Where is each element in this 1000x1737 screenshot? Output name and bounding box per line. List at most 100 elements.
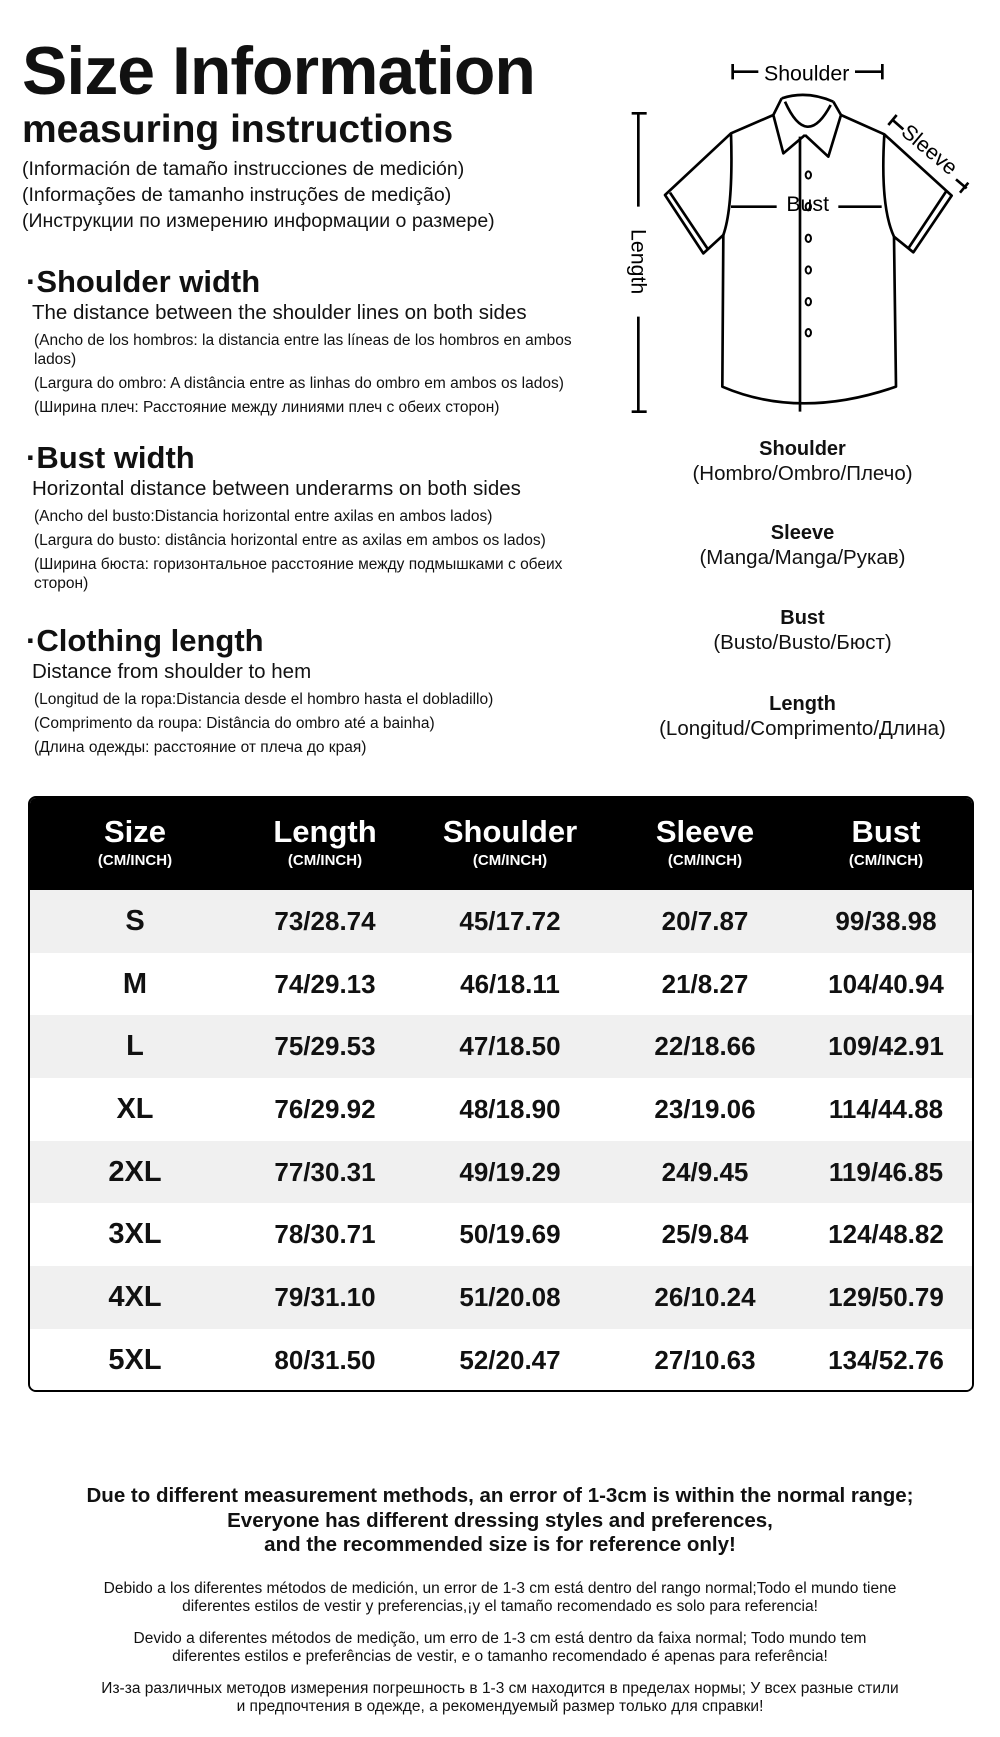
table-cell: 45/17.72 bbox=[459, 905, 561, 936]
table-cell: 78/30.71 bbox=[274, 1219, 376, 1250]
column-header-size: Size (CM/INCH) bbox=[97, 814, 173, 869]
table-cell: 5XL bbox=[108, 1343, 162, 1376]
table-cell: 26/10.24 bbox=[654, 1281, 756, 1312]
legend-key: Shoulder bbox=[759, 438, 846, 460]
table-row: M 74/29.13 46/18.11 21/8.27 104/40.94 bbox=[30, 952, 972, 1016]
footer-en-line: and the recommended size is for referenc… bbox=[264, 1533, 736, 1556]
table-cell: 76/29.92 bbox=[274, 1093, 376, 1124]
shoulder-measure-line bbox=[731, 64, 884, 80]
legend-sleeve: Sleeve (Manga/Manga/Рукав) bbox=[620, 521, 985, 571]
armholes bbox=[722, 133, 896, 238]
table-cell: 134/52.76 bbox=[828, 1344, 944, 1375]
table-cell: 25/9.84 bbox=[661, 1219, 749, 1250]
page-subtitle: measuring instructions bbox=[22, 108, 454, 151]
table-cell: 47/18.50 bbox=[459, 1031, 561, 1062]
legend-key: Sleeve bbox=[770, 522, 835, 544]
length-measure-line bbox=[631, 112, 647, 413]
table-cell: 49/19.29 bbox=[459, 1156, 561, 1187]
table-cell: 124/48.82 bbox=[828, 1219, 944, 1250]
table-cell: 75/29.53 bbox=[274, 1031, 376, 1062]
table-cell: 52/20.47 bbox=[459, 1344, 561, 1375]
table-cell: 114/44.88 bbox=[828, 1093, 944, 1124]
sleeve-measure-line bbox=[887, 114, 970, 194]
table-cell: 24/9.45 bbox=[661, 1156, 749, 1187]
footer-es: Debido a los diferentes métodos de medic… bbox=[0, 1580, 1000, 1617]
table-cell: 23/19.06 bbox=[654, 1093, 756, 1124]
table-cell: 27/10.63 bbox=[654, 1344, 756, 1375]
section-description: Distance from shoulder to hem bbox=[32, 660, 312, 683]
sleeve-cuffs bbox=[668, 190, 948, 250]
footer-en-line: Due to different measurement methods, an… bbox=[86, 1484, 914, 1507]
footer-en-line: Everyone has different dressing styles a… bbox=[227, 1508, 773, 1532]
section-bust-width: ·Bust width Horizontal distance between … bbox=[26, 440, 586, 593]
section-note-es: (Ancho del busto:Distancia horizontal en… bbox=[34, 508, 493, 525]
table-row: 5XL 80/31.50 52/20.47 27/10.63 134/52.76 bbox=[30, 1328, 972, 1390]
diagram-label-length: Length bbox=[627, 229, 651, 294]
section-note-pt: (Largura do busto: distância horizontal … bbox=[34, 532, 546, 549]
table-cell: XL bbox=[116, 1092, 154, 1125]
shirt-body bbox=[663, 113, 953, 405]
footer-pt: Devido a diferentes métodos de medição, … bbox=[0, 1630, 1000, 1667]
diagram-label-sleeve: Sleeve bbox=[897, 119, 962, 179]
table-cell: 50/19.69 bbox=[459, 1219, 561, 1250]
table-cell: 104/40.94 bbox=[828, 968, 944, 999]
section-note-es: (Ancho de los hombros: la distancia entr… bbox=[34, 332, 572, 368]
legend-length: Length (Longitud/Comprimento/Длина) bbox=[620, 692, 985, 742]
table-cell: 22/18.66 bbox=[654, 1031, 756, 1062]
section-note-ru: (Ширина плеч: Расстояние между линиями п… bbox=[34, 399, 500, 416]
table-cell: 109/42.91 bbox=[828, 1031, 944, 1062]
size-table: Size (CM/INCH) Length (CM/INCH) Shoulder (C… bbox=[28, 796, 974, 1392]
section-heading: ·Shoulder width bbox=[26, 264, 261, 299]
table-cell: 4XL bbox=[108, 1280, 162, 1313]
column-header-shoulder: Shoulder (CM/INCH) bbox=[442, 814, 578, 869]
table-cell: L bbox=[126, 1030, 144, 1063]
section-note-pt: (Comprimento da roupa: Distância do ombr… bbox=[34, 715, 435, 732]
subtitle-translation-es: (Información de tamaño instrucciones de … bbox=[22, 158, 465, 180]
section-clothing-length: ·Clothing length Distance from shoulder … bbox=[26, 623, 586, 757]
page-title: Size Information bbox=[22, 33, 536, 109]
column-header-bust: Bust (CM/INCH) bbox=[848, 814, 924, 869]
table-cell: 74/29.13 bbox=[274, 968, 376, 999]
subtitle-translation-pt: (Informações de tamanho instruções de me… bbox=[22, 184, 452, 206]
section-shoulder-width: ·Shoulder width The distance between the… bbox=[26, 264, 586, 417]
table-cell: 77/30.31 bbox=[274, 1156, 376, 1187]
legend-key: Length bbox=[769, 693, 836, 715]
footer-es-line: Debido a los diferentes métodos de medic… bbox=[103, 1579, 897, 1597]
section-note-ru: (Ширина бюста: горизонтальное расстояние… bbox=[34, 556, 563, 592]
table-cell: 129/50.79 bbox=[828, 1281, 944, 1312]
table-cell: S bbox=[125, 904, 145, 937]
table-cell: 79/31.10 bbox=[274, 1281, 376, 1312]
table-cell: 2XL bbox=[108, 1155, 162, 1188]
diagram-label-shoulder: Shoulder bbox=[764, 62, 849, 86]
column-header-length: Length (CM/INCH) bbox=[273, 814, 377, 869]
table-cell: 80/31.50 bbox=[274, 1344, 376, 1375]
legend-value: (Manga/Manga/Рукав) bbox=[699, 546, 906, 569]
section-heading: ·Clothing length bbox=[26, 623, 264, 658]
legend-value: (Hombro/Ombro/Плечо) bbox=[692, 462, 913, 485]
table-row: XL 76/29.92 48/18.90 23/19.06 114/44.88 bbox=[30, 1078, 972, 1141]
legend-value: (Busto/Busto/Бюст) bbox=[713, 631, 892, 654]
table-cell: M bbox=[122, 967, 148, 1000]
footer-pt-line: diferentes estilos e preferências de ves… bbox=[172, 1648, 828, 1665]
table-row: 4XL 79/31.10 51/20.08 26/10.24 129/50.79 bbox=[30, 1266, 972, 1329]
table-row: 2XL 77/30.31 49/19.29 24/9.45 119/46.85 bbox=[30, 1140, 972, 1204]
shirt-diagram: Shoulder Bust Sleeve Length bbox=[627, 62, 970, 413]
section-note-ru: (Длина одежды: расстояние от плеча до кр… bbox=[34, 739, 367, 756]
column-header-sleeve: Sleeve (CM/INCH) bbox=[655, 814, 755, 869]
section-note-pt: (Largura do ombro: A distância entre as … bbox=[34, 375, 564, 392]
footer-es-line: diferentes estilos de vestir y preferenc… bbox=[182, 1598, 818, 1615]
table-cell: 21/8.27 bbox=[661, 968, 749, 999]
table-row: 3XL 78/30.71 50/19.69 25/9.84 124/48.82 bbox=[30, 1203, 972, 1267]
footer-ru-line: Из-за различных методов измерения погреш… bbox=[101, 1679, 899, 1697]
table-row: L 75/29.53 47/18.50 22/18.66 109/42.91 bbox=[30, 1015, 972, 1079]
table-row: S 73/28.74 45/17.72 20/7.87 99/38.98 bbox=[30, 890, 972, 953]
table-header: Size (CM/INCH) Length (CM/INCH) Shoulder (C… bbox=[30, 798, 972, 890]
footer-ru: Из-за различных методов измерения погреш… bbox=[0, 1680, 1000, 1717]
legend-bust: Bust (Busto/Busto/Бюст) bbox=[620, 606, 985, 656]
section-note-es: (Longitud de la ropa:Distancia desde el … bbox=[34, 691, 494, 708]
legend-value: (Longitud/Comprimento/Длина) bbox=[659, 717, 946, 740]
table-cell: 48/18.90 bbox=[459, 1093, 561, 1124]
section-heading: ·Bust width bbox=[26, 440, 195, 475]
diagram-label-bust: Bust bbox=[786, 192, 829, 216]
